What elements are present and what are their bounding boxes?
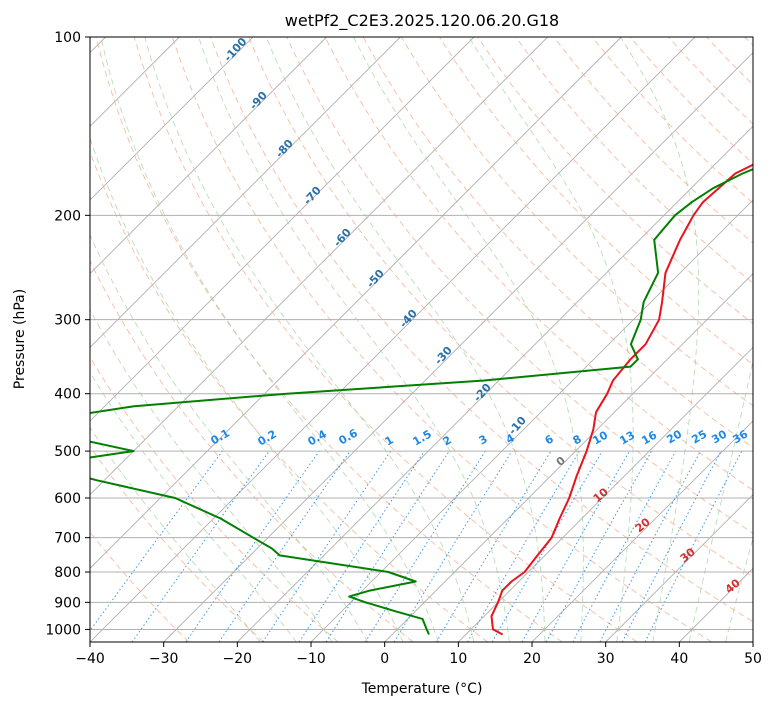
moist-adiabat-line (198, 37, 510, 642)
dry-adiabat-line (90, 356, 339, 642)
mixing-ratio-line (131, 450, 270, 642)
isotherm-line (90, 37, 401, 348)
mixing-ratio-line (521, 450, 630, 642)
moist-adiabat-line (620, 37, 700, 642)
mixing-ratio-line (262, 450, 392, 642)
moist-adiabat-line (90, 426, 261, 642)
x-tick-label: 30 (597, 651, 615, 667)
y-tick-label: 600 (54, 491, 81, 507)
x-tick-label: −40 (75, 651, 105, 667)
x-tick-label: 20 (523, 651, 541, 667)
mixing-ratio-line (572, 450, 677, 642)
moist-adiabat-line (688, 358, 753, 642)
dry-adiabat-line (286, 37, 753, 534)
dry-adiabat-line (324, 37, 753, 491)
isotherm-line (605, 494, 753, 642)
x-tick-label: 40 (670, 651, 688, 667)
x-tick-label: 0 (380, 651, 389, 667)
isotherm-line (458, 346, 753, 642)
moist-adiabat-line (90, 371, 297, 642)
isotherm-line (90, 37, 327, 275)
y-tick-label: 500 (54, 444, 81, 460)
mixing-ratio-line (218, 450, 351, 642)
x-axis-title: Temperature (°C) (361, 681, 483, 697)
mixing-ratio-line (90, 450, 223, 632)
dry-adiabat-line (133, 37, 638, 642)
temperature-line (490, 163, 753, 636)
mixing-ratio-line (393, 450, 513, 642)
y-tick-label: 100 (54, 30, 81, 46)
dry-adiabat-line (171, 37, 712, 642)
dry-adiabat-line (248, 37, 753, 578)
isotherm-line (752, 641, 753, 642)
x-tick-label: −10 (296, 651, 326, 667)
dry-adiabat-line (90, 259, 414, 642)
moist-adiabat-line (725, 536, 753, 642)
isotherm-line (531, 420, 753, 642)
isotherm-line (90, 37, 696, 642)
mixing-ratio-line (298, 450, 425, 642)
plot-frame (89, 36, 754, 643)
chart-title: wetPf2_C2E3.2025.120.06.20.G18 (285, 11, 559, 31)
y-tick-label: 900 (54, 595, 81, 611)
mixing-ratio-line (185, 450, 320, 642)
dry-adiabat-line (95, 37, 563, 642)
y-tick-label: 1000 (45, 622, 81, 638)
y-tick-label: 400 (54, 387, 81, 403)
dry-adiabat-line (90, 445, 264, 642)
dry-adiabat-line (210, 37, 753, 623)
moist-adiabat-line (90, 308, 333, 642)
y-tick-label: 800 (54, 565, 81, 581)
isotherm-line (90, 37, 548, 496)
moist-adiabat-line (90, 234, 369, 642)
dewpoint-line (90, 168, 753, 635)
y-tick-label: 200 (54, 208, 81, 224)
x-tick-label: −20 (223, 651, 253, 667)
x-tick-label: 10 (449, 651, 467, 667)
y-axis-title: Pressure (hPa) (12, 289, 28, 389)
moist-adiabat-line (265, 37, 546, 642)
isotherm-line (90, 37, 475, 422)
plot-area (90, 37, 753, 642)
isotherm-line (90, 37, 254, 201)
pressure-gridlines (90, 37, 753, 630)
background-lines (90, 37, 753, 642)
isotherm-line (163, 52, 753, 642)
moist-adiabat-line (353, 37, 584, 642)
dry-adiabat-line (515, 37, 753, 284)
moist-adiabat-line (468, 37, 634, 642)
y-tick-label: 300 (54, 313, 81, 329)
isotherm-line (384, 273, 753, 642)
x-tick-label: −30 (149, 651, 179, 667)
moist-adiabat-line (100, 37, 439, 642)
series-layer (90, 163, 753, 636)
y-tick-label: 700 (54, 531, 81, 547)
mixing-ratio-line (325, 450, 450, 642)
mixing-ratio-line (644, 450, 743, 642)
y-axis: 100 200 300 400 500 600 700 800 900 1000 (45, 30, 90, 638)
isotherm-line (237, 125, 753, 642)
moist-adiabat-line (144, 37, 475, 642)
x-axis: −40 −30 −20 −10 0 10 20 30 40 50 (75, 642, 762, 667)
mixing-ratio-line (545, 450, 653, 642)
x-tick-label: 50 (744, 651, 762, 667)
isotherm-line (90, 37, 622, 569)
